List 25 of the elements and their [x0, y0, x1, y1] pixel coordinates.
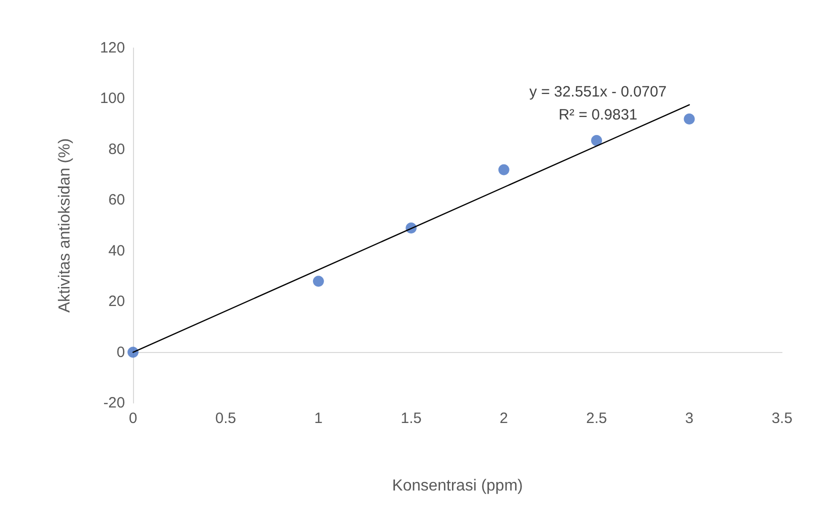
y-tick-label: 0 [116, 344, 125, 361]
annotation: R² = 0.9831 [558, 106, 638, 124]
point [128, 346, 138, 358]
y-tick-label: 100 [100, 90, 125, 108]
y-tick-label: 60 [108, 192, 125, 209]
x-tick-label: 1 [314, 410, 323, 427]
x-tick-label: 2 [500, 410, 508, 427]
x-tick-label: 3.5 [772, 410, 792, 427]
y-tick-label: 120 [100, 40, 125, 56]
x-tick-label: 1.5 [400, 410, 422, 427]
y-tick-label: 40 [108, 242, 125, 260]
x-tick-label: 0.5 [215, 410, 236, 427]
point [684, 114, 695, 124]
point [312, 276, 324, 287]
x-tick-label: 3 [685, 410, 694, 427]
x-tick-label: 2.5 [586, 410, 607, 427]
x-axis-title: Konsentrasi (ppm) [392, 478, 523, 494]
y-tick-label: 20 [108, 293, 125, 310]
y-tick-label: -20 [103, 394, 125, 412]
y-axis-title: Aktivitas antioksidan (%) [56, 138, 74, 313]
point [591, 135, 602, 146]
x-tick-label: 0 [128, 410, 138, 427]
y-tick-label: 80 [108, 140, 125, 158]
annotation: y = 32.551x - 0.0707 [529, 84, 667, 100]
point [498, 164, 510, 176]
